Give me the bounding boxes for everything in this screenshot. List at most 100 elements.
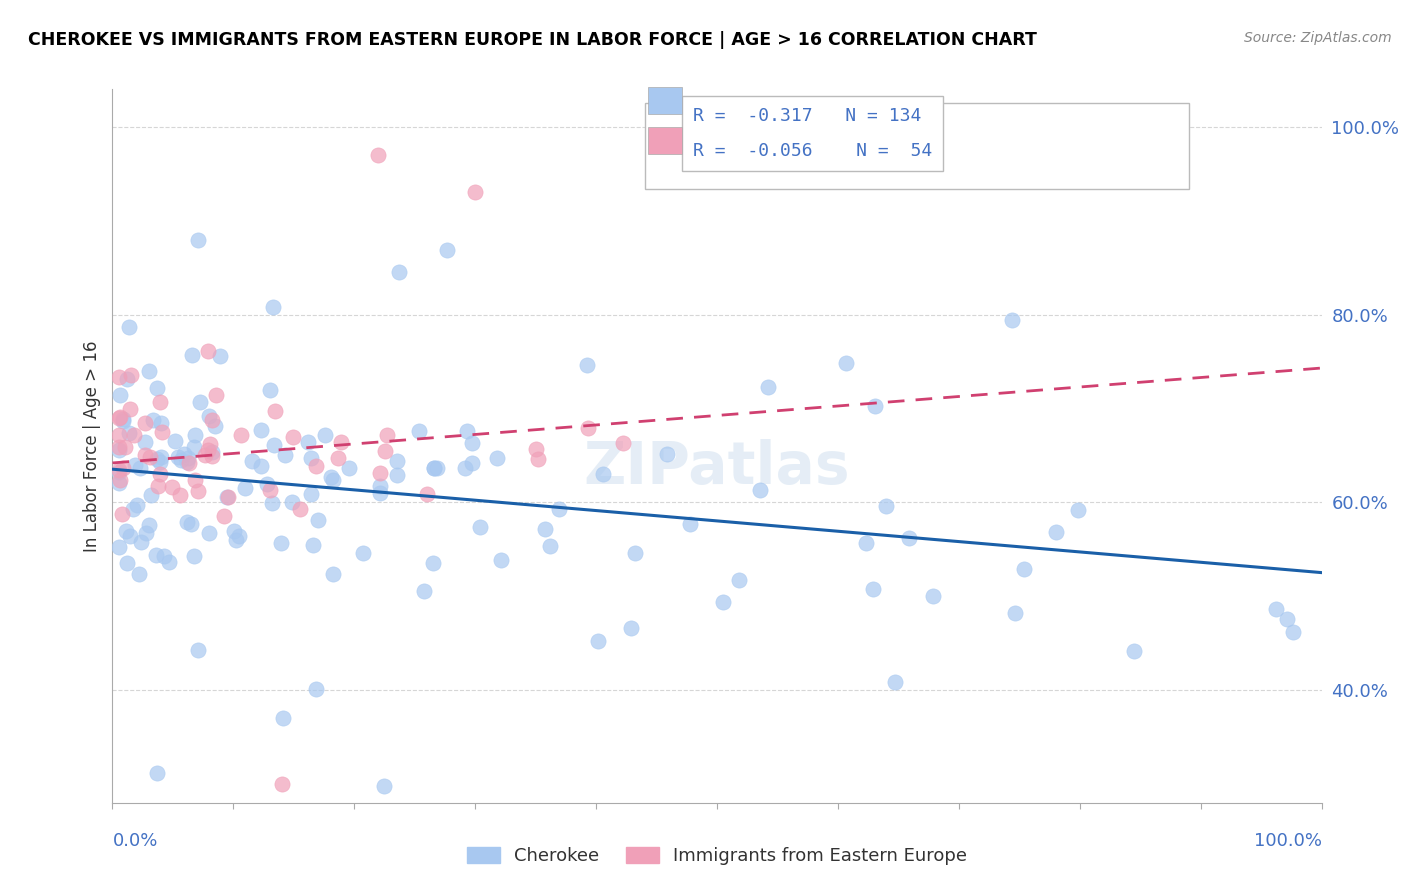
Point xyxy=(183,549,205,563)
Point xyxy=(128,567,150,582)
Point xyxy=(115,372,138,386)
Point xyxy=(259,483,281,497)
Point xyxy=(222,805,245,820)
Point xyxy=(217,490,239,504)
Point xyxy=(122,428,145,442)
Point xyxy=(124,458,146,473)
Point xyxy=(422,557,444,571)
Point xyxy=(921,589,943,603)
Point xyxy=(222,524,245,539)
Point xyxy=(304,458,326,473)
Point xyxy=(307,513,329,527)
Point xyxy=(135,526,157,541)
Point xyxy=(160,480,183,494)
Point xyxy=(270,777,292,791)
Point xyxy=(107,428,129,442)
Text: ZIPatlas: ZIPatlas xyxy=(583,439,851,496)
Point xyxy=(134,448,156,462)
Point xyxy=(373,780,395,794)
Point xyxy=(170,453,193,467)
Point xyxy=(884,674,907,689)
Point xyxy=(197,442,219,457)
Point xyxy=(426,461,449,475)
Point xyxy=(263,300,285,314)
Point xyxy=(352,546,374,560)
Point xyxy=(456,424,478,438)
FancyBboxPatch shape xyxy=(648,87,682,114)
Point xyxy=(118,320,141,334)
Point xyxy=(114,524,136,538)
Point xyxy=(197,526,219,541)
Point xyxy=(875,499,897,513)
Point xyxy=(183,427,205,442)
Point xyxy=(1122,644,1144,658)
Point xyxy=(385,454,408,468)
Text: 0.0%: 0.0% xyxy=(112,831,157,849)
Point xyxy=(173,447,195,461)
Point xyxy=(319,470,342,484)
Point xyxy=(118,425,141,440)
Point xyxy=(464,186,486,200)
Point xyxy=(201,449,224,463)
Point xyxy=(108,463,131,477)
Point xyxy=(301,538,323,552)
Point xyxy=(534,522,557,536)
Point xyxy=(422,461,444,475)
Point xyxy=(107,440,129,454)
Point xyxy=(177,457,200,471)
Point xyxy=(138,517,160,532)
Point xyxy=(149,416,172,430)
Point xyxy=(620,621,643,635)
Point xyxy=(107,370,129,384)
Point xyxy=(149,455,172,469)
Point xyxy=(370,485,392,500)
Point xyxy=(180,517,202,532)
Point xyxy=(176,455,198,469)
Point xyxy=(527,451,550,466)
Point xyxy=(1014,562,1036,576)
Text: Source: ZipAtlas.com: Source: ZipAtlas.com xyxy=(1244,31,1392,45)
Point xyxy=(322,474,344,488)
Point xyxy=(273,448,295,462)
Point xyxy=(388,265,411,279)
Point xyxy=(107,411,129,425)
Point xyxy=(290,501,312,516)
Point xyxy=(249,459,271,474)
Point xyxy=(134,434,156,449)
Point xyxy=(134,416,156,430)
Point xyxy=(240,454,263,468)
Point xyxy=(108,473,131,487)
Point xyxy=(586,634,609,648)
Point xyxy=(150,425,173,440)
Point xyxy=(375,428,398,442)
Point xyxy=(145,452,167,467)
Point xyxy=(1067,503,1090,517)
Point xyxy=(470,520,492,534)
Point xyxy=(711,595,734,609)
Point xyxy=(576,359,599,373)
Point xyxy=(229,427,252,442)
Point xyxy=(194,448,217,462)
Point xyxy=(612,436,634,450)
Point xyxy=(1282,624,1305,639)
Point xyxy=(149,394,172,409)
Point xyxy=(138,364,160,378)
Point xyxy=(146,765,169,780)
Point xyxy=(262,496,284,510)
Point xyxy=(250,423,273,437)
Point xyxy=(197,343,219,358)
Y-axis label: In Labor Force | Age > 16: In Labor Force | Age > 16 xyxy=(83,340,101,552)
Text: CHEROKEE VS IMMIGRANTS FROM EASTERN EUROPE IN LABOR FORCE | AGE > 16 CORRELATION: CHEROKEE VS IMMIGRANTS FROM EASTERN EURO… xyxy=(28,31,1038,49)
Point xyxy=(187,483,209,498)
Point xyxy=(576,421,599,435)
Point xyxy=(657,447,679,461)
Point xyxy=(118,402,141,417)
Point xyxy=(299,451,322,466)
Point xyxy=(624,546,647,560)
Point xyxy=(679,516,702,531)
Point xyxy=(256,477,278,491)
Point xyxy=(368,479,391,493)
Point xyxy=(412,584,434,599)
Text: 100.0%: 100.0% xyxy=(1254,831,1322,849)
Point xyxy=(120,368,142,382)
